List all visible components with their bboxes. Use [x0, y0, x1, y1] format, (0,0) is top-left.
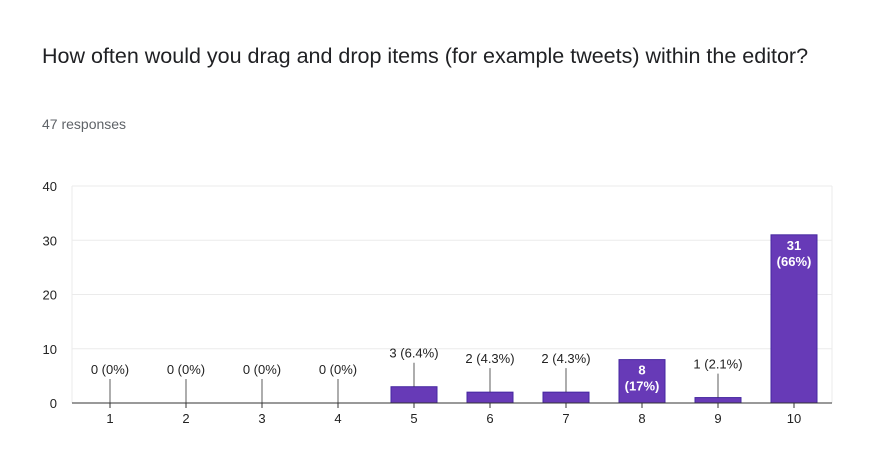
response-count: 47 responses — [42, 116, 127, 132]
data-label: 2 (4.3%) — [465, 351, 514, 366]
data-label: 0 (0%) — [91, 362, 129, 377]
x-tick-label: 8 — [638, 411, 645, 426]
x-tick-labels: 1 2 3 4 5 6 7 8 9 10 — [106, 411, 801, 426]
bar — [694, 397, 742, 404]
x-tick-label: 9 — [714, 411, 721, 426]
bar — [466, 391, 514, 404]
data-label: (66%) — [777, 254, 812, 269]
data-label: (17%) — [625, 379, 660, 394]
data-label: 0 (0%) — [243, 362, 281, 377]
x-tick-label: 2 — [182, 411, 189, 426]
x-tick-label: 4 — [334, 411, 341, 426]
y-tick-labels: 0 10 20 30 40 — [43, 179, 57, 411]
bar — [390, 386, 438, 404]
bar — [770, 234, 818, 404]
y-tick-label: 40 — [43, 179, 57, 194]
x-axis — [72, 402, 832, 408]
x-tick-label: 10 — [787, 411, 801, 426]
x-tick-label: 5 — [410, 411, 417, 426]
data-label: 3 (6.4%) — [389, 346, 438, 361]
y-tick-label: 30 — [43, 233, 57, 248]
data-label: 0 (0%) — [319, 362, 357, 377]
bar — [618, 359, 666, 404]
y-tick-label: 10 — [43, 342, 57, 357]
x-tick-label: 6 — [486, 411, 493, 426]
x-tick-label: 7 — [562, 411, 569, 426]
data-label: 8 — [638, 363, 645, 378]
data-label: 2 (4.3%) — [541, 351, 590, 366]
y-tick-label: 20 — [43, 288, 57, 303]
chart-title: How often would you drag and drop items … — [42, 44, 809, 68]
data-label: 0 (0%) — [167, 362, 205, 377]
data-label: 31 — [787, 238, 801, 253]
grid-lines — [71, 185, 833, 403]
x-tick-label: 1 — [106, 411, 113, 426]
bars — [390, 234, 818, 404]
data-labels: 0 (0%) 0 (0%) 0 (0%) 0 (0%) 3 (6.4%) 2 (4.3%)… — [91, 238, 811, 403]
data-label: 1 (2.1%) — [693, 357, 742, 372]
y-tick-label: 0 — [50, 396, 57, 411]
x-tick-label: 3 — [258, 411, 265, 426]
bar — [542, 391, 590, 404]
